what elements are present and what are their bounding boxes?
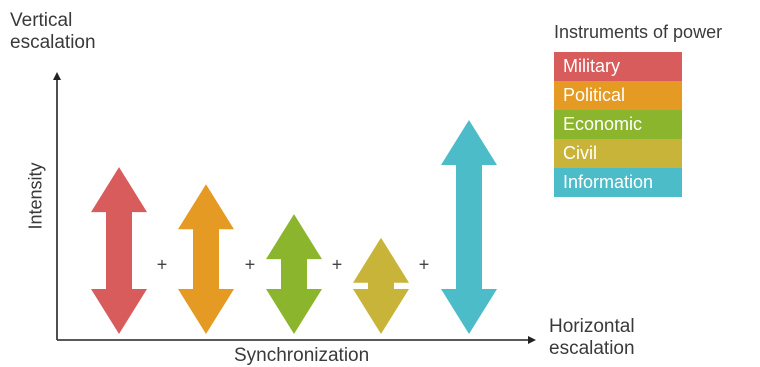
plus-operator: + bbox=[418, 254, 430, 275]
legend-item-economic: Economic bbox=[554, 110, 682, 139]
legend-title: Instruments of power bbox=[554, 22, 723, 42]
legend: Instruments of power Military Political … bbox=[554, 22, 760, 197]
arrow-political bbox=[178, 184, 234, 334]
arrow-information bbox=[441, 120, 497, 334]
instrument-arrows bbox=[91, 120, 497, 334]
intensity-label: Intensity bbox=[25, 162, 46, 230]
plus-operator: + bbox=[331, 254, 343, 275]
legend-item-information: Information bbox=[554, 168, 682, 197]
legend-item-political: Political bbox=[554, 81, 682, 110]
legend-item-military: Military bbox=[554, 52, 682, 81]
legend-item-civil: Civil bbox=[554, 139, 682, 168]
arrow-military bbox=[91, 167, 147, 334]
legend-list: Military Political Economic Civil Inform… bbox=[554, 52, 682, 197]
plus-operator: + bbox=[244, 254, 256, 275]
arrow-economic bbox=[266, 214, 322, 334]
arrow-civil bbox=[353, 237, 409, 334]
plus-operator: + bbox=[156, 254, 168, 275]
synchronization-label: Synchronization bbox=[234, 345, 370, 366]
horizontal-escalation-label: Horizontal escalation bbox=[549, 316, 635, 359]
vertical-escalation-label: Vertical escalation bbox=[10, 10, 96, 53]
